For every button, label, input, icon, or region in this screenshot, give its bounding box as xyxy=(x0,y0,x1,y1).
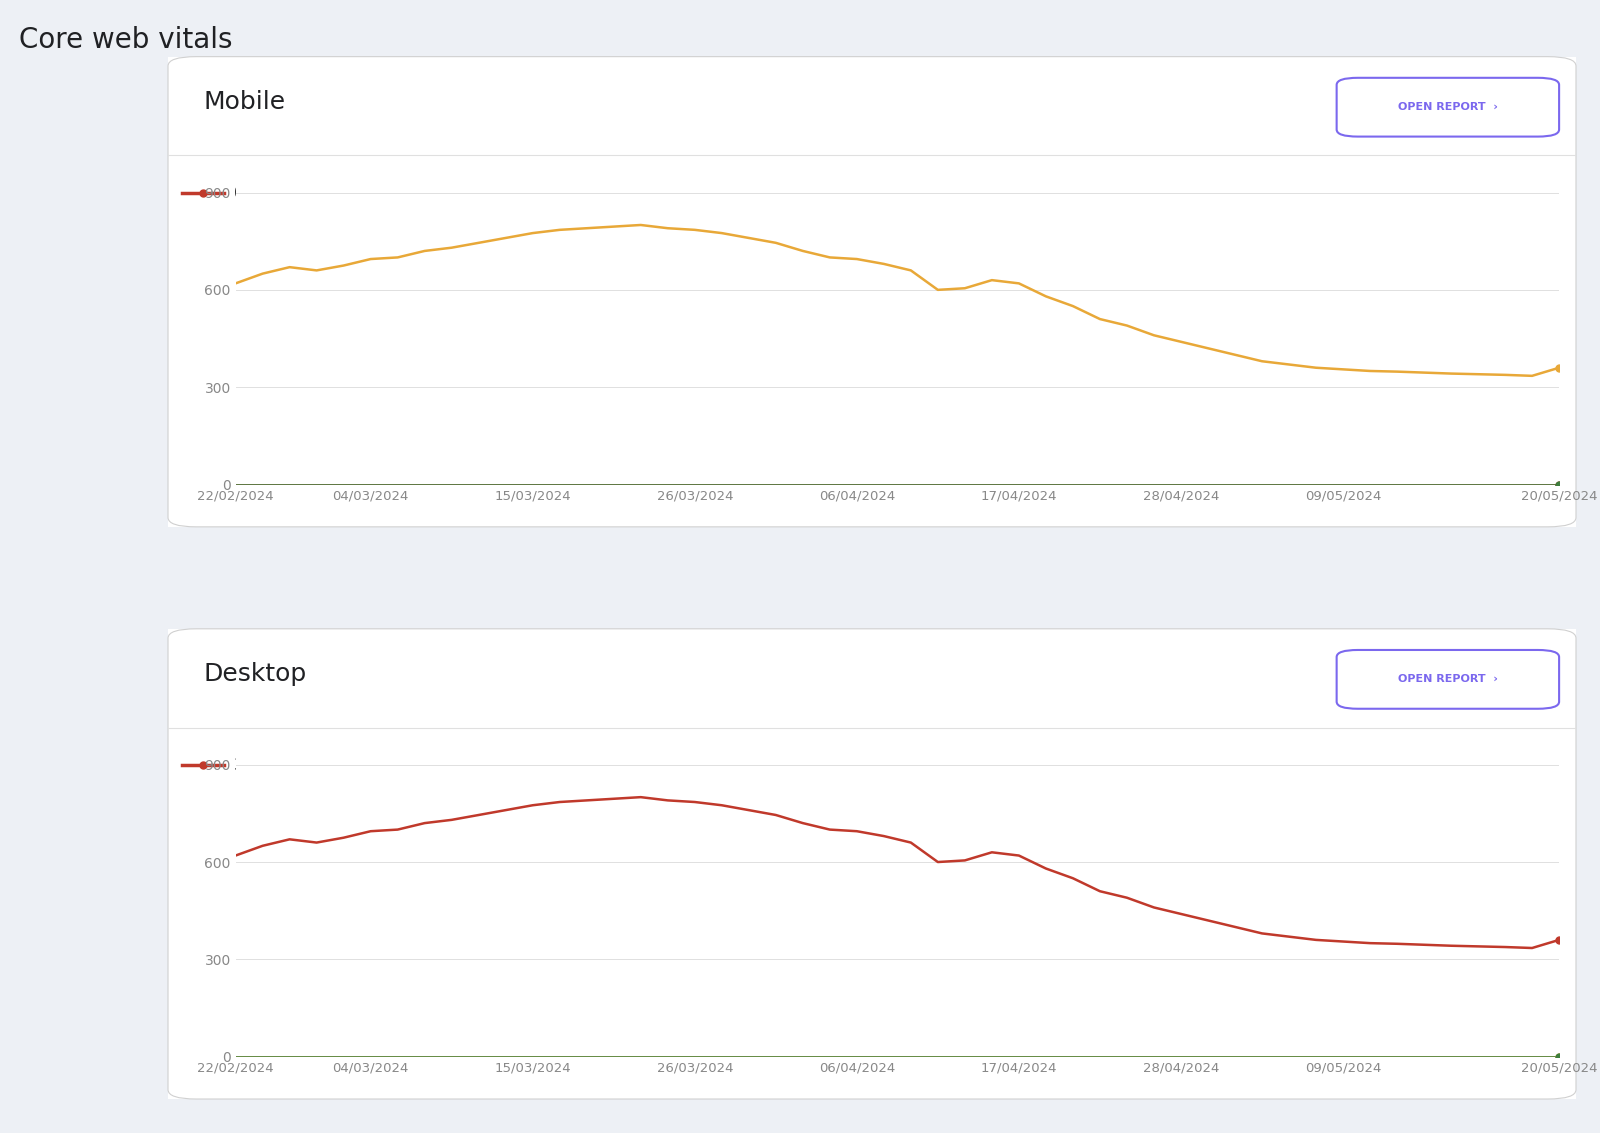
FancyBboxPatch shape xyxy=(168,629,1576,1099)
FancyBboxPatch shape xyxy=(1336,650,1558,709)
Text: OPEN REPORT  ›: OPEN REPORT › xyxy=(1398,102,1498,112)
Text: 359 URLs need improvement: 359 URLs need improvement xyxy=(494,186,718,201)
Text: 0 poor URLs: 0 poor URLs xyxy=(234,186,326,201)
FancyBboxPatch shape xyxy=(1336,78,1558,137)
Text: 0 good URLs: 0 good URLs xyxy=(805,758,901,773)
Text: OPEN REPORT  ›: OPEN REPORT › xyxy=(1398,674,1498,684)
Text: 0 good URLs: 0 good URLs xyxy=(805,186,901,201)
Text: 0 URLs need improvement: 0 URLs need improvement xyxy=(494,758,699,773)
Text: Desktop: Desktop xyxy=(203,662,307,685)
Text: Mobile: Mobile xyxy=(203,90,285,113)
FancyBboxPatch shape xyxy=(168,57,1576,527)
Text: 359 poor URLs: 359 poor URLs xyxy=(234,758,346,773)
Text: Core web vitals: Core web vitals xyxy=(19,26,232,54)
